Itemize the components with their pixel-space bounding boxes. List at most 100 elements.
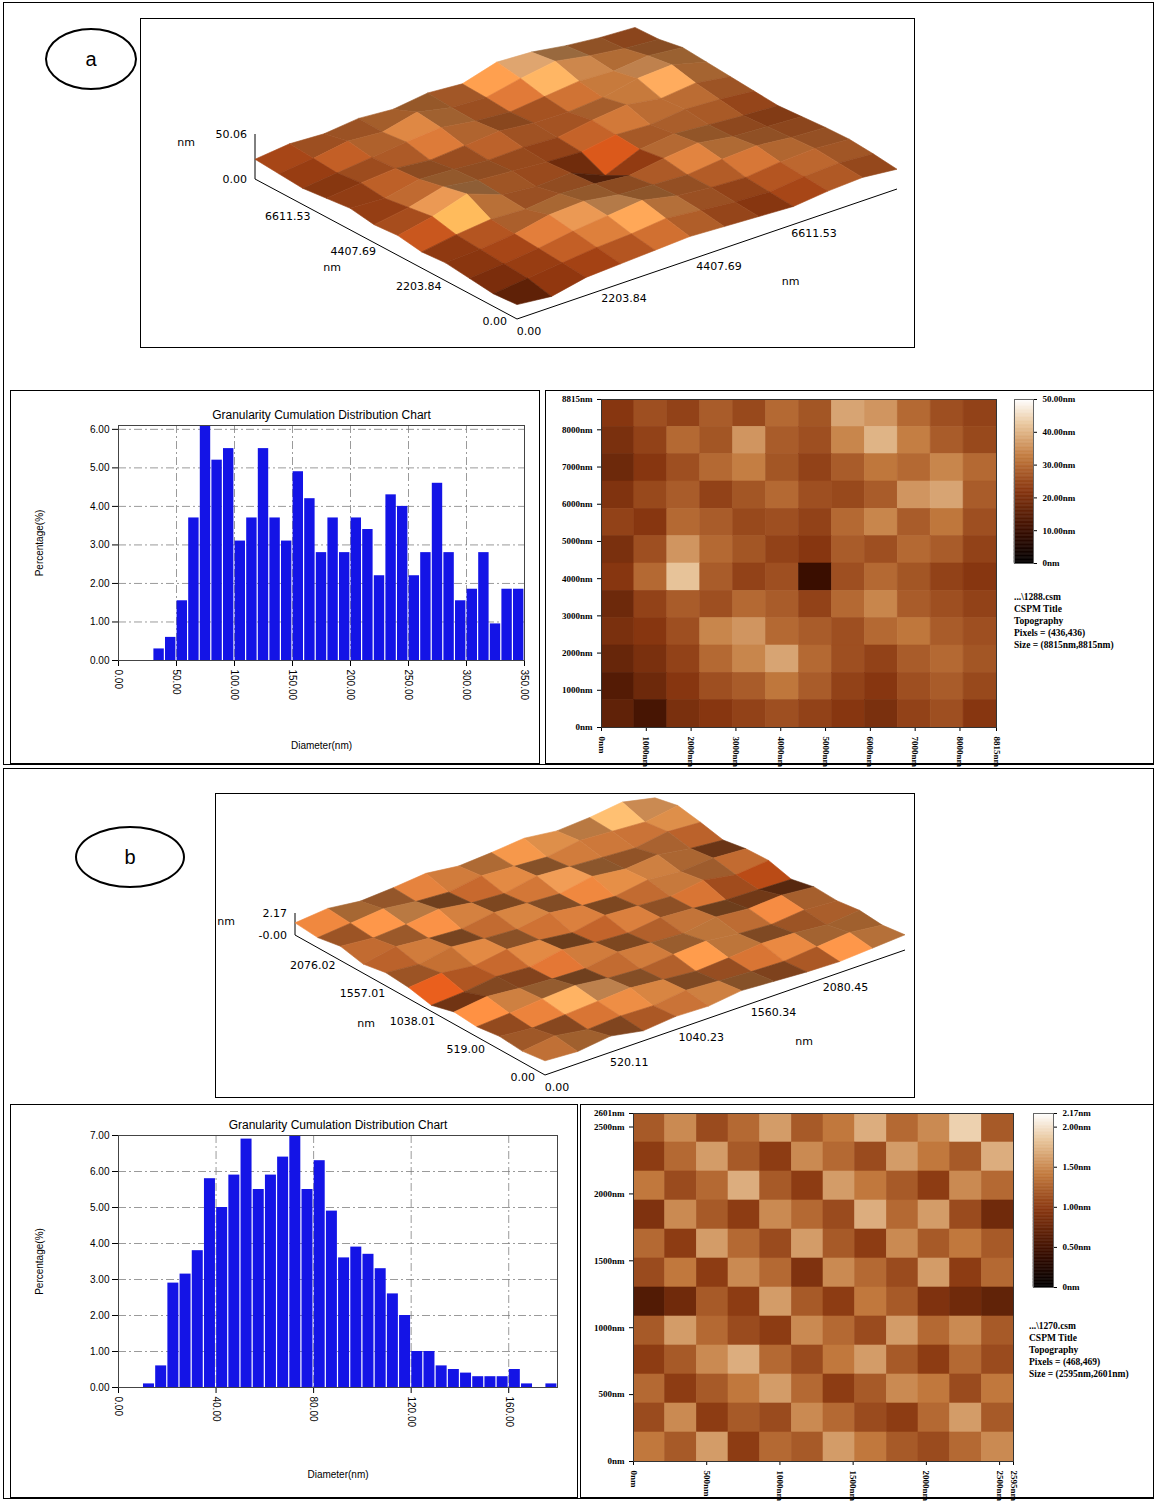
svg-text:2500nm: 2500nm [594, 1122, 625, 1132]
svg-text:1000nm: 1000nm [641, 737, 651, 768]
svg-text:2203.84: 2203.84 [601, 292, 647, 305]
svg-text:Granularity Cumulation Distrib: Granularity Cumulation Distribution Char… [229, 1118, 448, 1132]
svg-text:2080.45: 2080.45 [823, 981, 869, 994]
svg-text:Diameter(nm): Diameter(nm) [291, 740, 352, 751]
svg-text:40.00nm: 40.00nm [1043, 427, 1076, 437]
svg-text:6.00: 6.00 [90, 424, 110, 435]
svg-text:160.00: 160.00 [504, 1397, 515, 1428]
svg-text:0nm: 0nm [597, 737, 607, 755]
svg-text:5000nm: 5000nm [821, 737, 831, 768]
svg-text:2000nm: 2000nm [686, 737, 696, 768]
svg-text:2.17: 2.17 [263, 907, 288, 920]
svg-text:20.00nm: 20.00nm [1043, 493, 1076, 503]
svg-text:0.00: 0.00 [545, 1081, 570, 1094]
svg-text:0.50nm: 0.50nm [1063, 1242, 1092, 1252]
svg-text:4000nm: 4000nm [562, 574, 593, 584]
svg-text:2.17nm: 2.17nm [1063, 1108, 1092, 1118]
svg-text:0.00: 0.00 [113, 670, 124, 690]
svg-text:0nm: 0nm [1063, 1282, 1081, 1292]
svg-text:1500nm: 1500nm [848, 1471, 858, 1501]
svg-text:7000nm: 7000nm [562, 462, 593, 472]
svg-text:7.00: 7.00 [90, 1130, 110, 1141]
svg-text:1500nm: 1500nm [594, 1256, 625, 1266]
svg-text:2000nm: 2000nm [921, 1471, 931, 1501]
svg-text:100.00: 100.00 [229, 670, 240, 701]
svg-text:nm: nm [782, 275, 800, 288]
svg-text:8000nm: 8000nm [955, 737, 965, 768]
svg-text:1557.01: 1557.01 [340, 987, 386, 1000]
svg-text:3000nm: 3000nm [731, 737, 741, 768]
svg-text:50.00: 50.00 [171, 670, 182, 695]
svg-text:200.00: 200.00 [345, 670, 356, 701]
svg-text:1.50nm: 1.50nm [1063, 1162, 1092, 1172]
svg-text:6611.53: 6611.53 [791, 227, 837, 240]
svg-text:150.00: 150.00 [287, 670, 298, 701]
svg-text:4407.69: 4407.69 [330, 245, 376, 258]
svg-text:2.00: 2.00 [90, 1310, 110, 1321]
svg-text:0.00: 0.00 [223, 173, 248, 186]
svg-text:2500nm: 2500nm [995, 1471, 1005, 1501]
svg-text:2000nm: 2000nm [562, 648, 593, 658]
svg-text:nm: nm [795, 1035, 813, 1048]
svg-text:500nm: 500nm [702, 1471, 712, 1498]
svg-text:40.00: 40.00 [211, 1397, 222, 1422]
svg-text:350.00: 350.00 [519, 670, 530, 701]
svg-text:1.00nm: 1.00nm [1063, 1202, 1092, 1212]
svg-text:0.00: 0.00 [90, 1382, 110, 1393]
svg-text:Diameter(nm): Diameter(nm) [307, 1469, 368, 1480]
svg-text:1560.34: 1560.34 [751, 1006, 797, 1019]
svg-text:250.00: 250.00 [403, 670, 414, 701]
svg-text:500nm: 500nm [598, 1389, 625, 1399]
svg-text:4.00: 4.00 [90, 501, 110, 512]
svg-text:2203.84: 2203.84 [396, 280, 442, 293]
svg-text:10.00nm: 10.00nm [1043, 526, 1076, 536]
svg-text:120.00: 120.00 [406, 1397, 417, 1428]
svg-text:nm: nm [177, 136, 195, 149]
svg-text:2595nm: 2595nm [1009, 1471, 1019, 1501]
svg-text:Granularity Cumulation Distrib: Granularity Cumulation Distribution Char… [212, 408, 431, 422]
svg-text:6.00: 6.00 [90, 1166, 110, 1177]
svg-text:2000nm: 2000nm [594, 1189, 625, 1199]
svg-text:7000nm: 7000nm [910, 737, 920, 768]
svg-text:1.00: 1.00 [90, 616, 110, 627]
svg-text:1.00: 1.00 [90, 1346, 110, 1357]
svg-text:1038.01: 1038.01 [390, 1015, 436, 1028]
svg-text:4407.69: 4407.69 [696, 260, 742, 273]
svg-text:0.00: 0.00 [90, 655, 110, 666]
svg-text:2076.02: 2076.02 [290, 959, 336, 972]
svg-text:-0.00: -0.00 [259, 929, 287, 942]
svg-text:6611.53: 6611.53 [265, 210, 311, 223]
svg-text:4000nm: 4000nm [776, 737, 786, 768]
svg-text:300.00: 300.00 [461, 670, 472, 701]
svg-text:nm: nm [357, 1017, 375, 1030]
svg-text:50.06: 50.06 [216, 128, 248, 141]
svg-text:80.00: 80.00 [308, 1397, 319, 1422]
svg-text:50.00nm: 50.00nm [1043, 394, 1076, 404]
svg-text:1000nm: 1000nm [594, 1323, 625, 1333]
svg-text:1000nm: 1000nm [562, 685, 593, 695]
svg-text:8000nm: 8000nm [562, 425, 593, 435]
svg-text:6000nm: 6000nm [562, 499, 593, 509]
svg-text:5.00: 5.00 [90, 462, 110, 473]
svg-text:nm: nm [323, 261, 341, 274]
svg-text:2.00: 2.00 [90, 578, 110, 589]
svg-text:0nm: 0nm [607, 1456, 625, 1466]
svg-text:1000nm: 1000nm [775, 1471, 785, 1501]
svg-text:30.00nm: 30.00nm [1043, 460, 1076, 470]
svg-text:5.00: 5.00 [90, 1202, 110, 1213]
svg-text:8815nm: 8815nm [992, 737, 1002, 768]
svg-text:0nm: 0nm [1043, 558, 1061, 568]
svg-text:519.00: 519.00 [447, 1043, 486, 1056]
svg-text:0.00: 0.00 [517, 325, 542, 338]
svg-text:0nm: 0nm [575, 722, 593, 732]
svg-text:4.00: 4.00 [90, 1238, 110, 1249]
svg-text:3.00: 3.00 [90, 539, 110, 550]
svg-text:nm: nm [217, 915, 235, 928]
svg-text:Percentage(%): Percentage(%) [34, 510, 45, 577]
svg-text:520.11: 520.11 [610, 1056, 649, 1069]
svg-text:3000nm: 3000nm [562, 611, 593, 621]
svg-text:2.00nm: 2.00nm [1063, 1122, 1092, 1132]
svg-text:Percentage(%): Percentage(%) [34, 1228, 45, 1295]
svg-text:0nm: 0nm [629, 1471, 639, 1489]
svg-text:2601nm: 2601nm [594, 1108, 625, 1118]
